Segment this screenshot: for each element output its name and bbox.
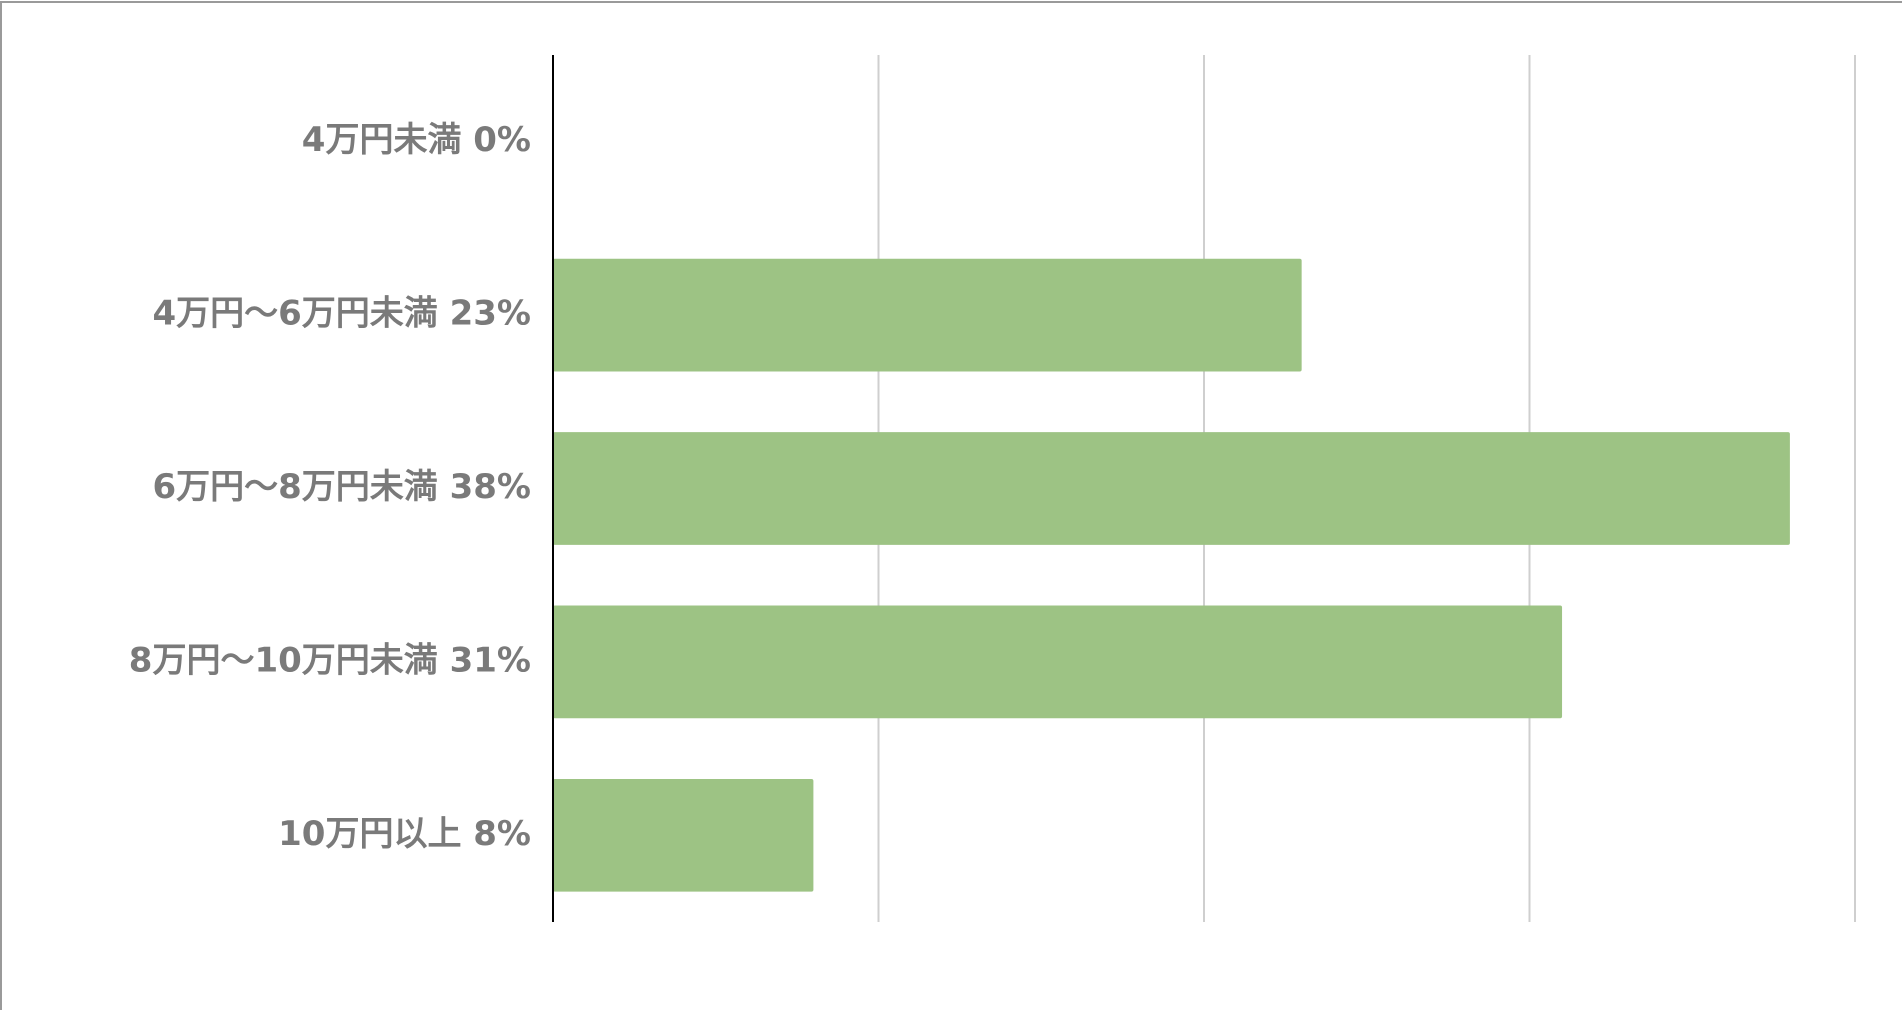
y-tick-label: 8万円〜10万円未満 31% bbox=[129, 640, 531, 680]
y-tick-label: 6万円〜8万円未満 38% bbox=[152, 467, 531, 507]
bar bbox=[553, 432, 1790, 545]
bar bbox=[553, 778, 814, 892]
bar bbox=[553, 605, 1563, 719]
y-tick-label: 4万円〜6万円未満 23% bbox=[152, 294, 531, 334]
y-tick-label: 10万円以上 8% bbox=[278, 814, 531, 854]
bar bbox=[553, 258, 1302, 372]
y-tick-label: 4万円未満 0% bbox=[302, 120, 531, 160]
